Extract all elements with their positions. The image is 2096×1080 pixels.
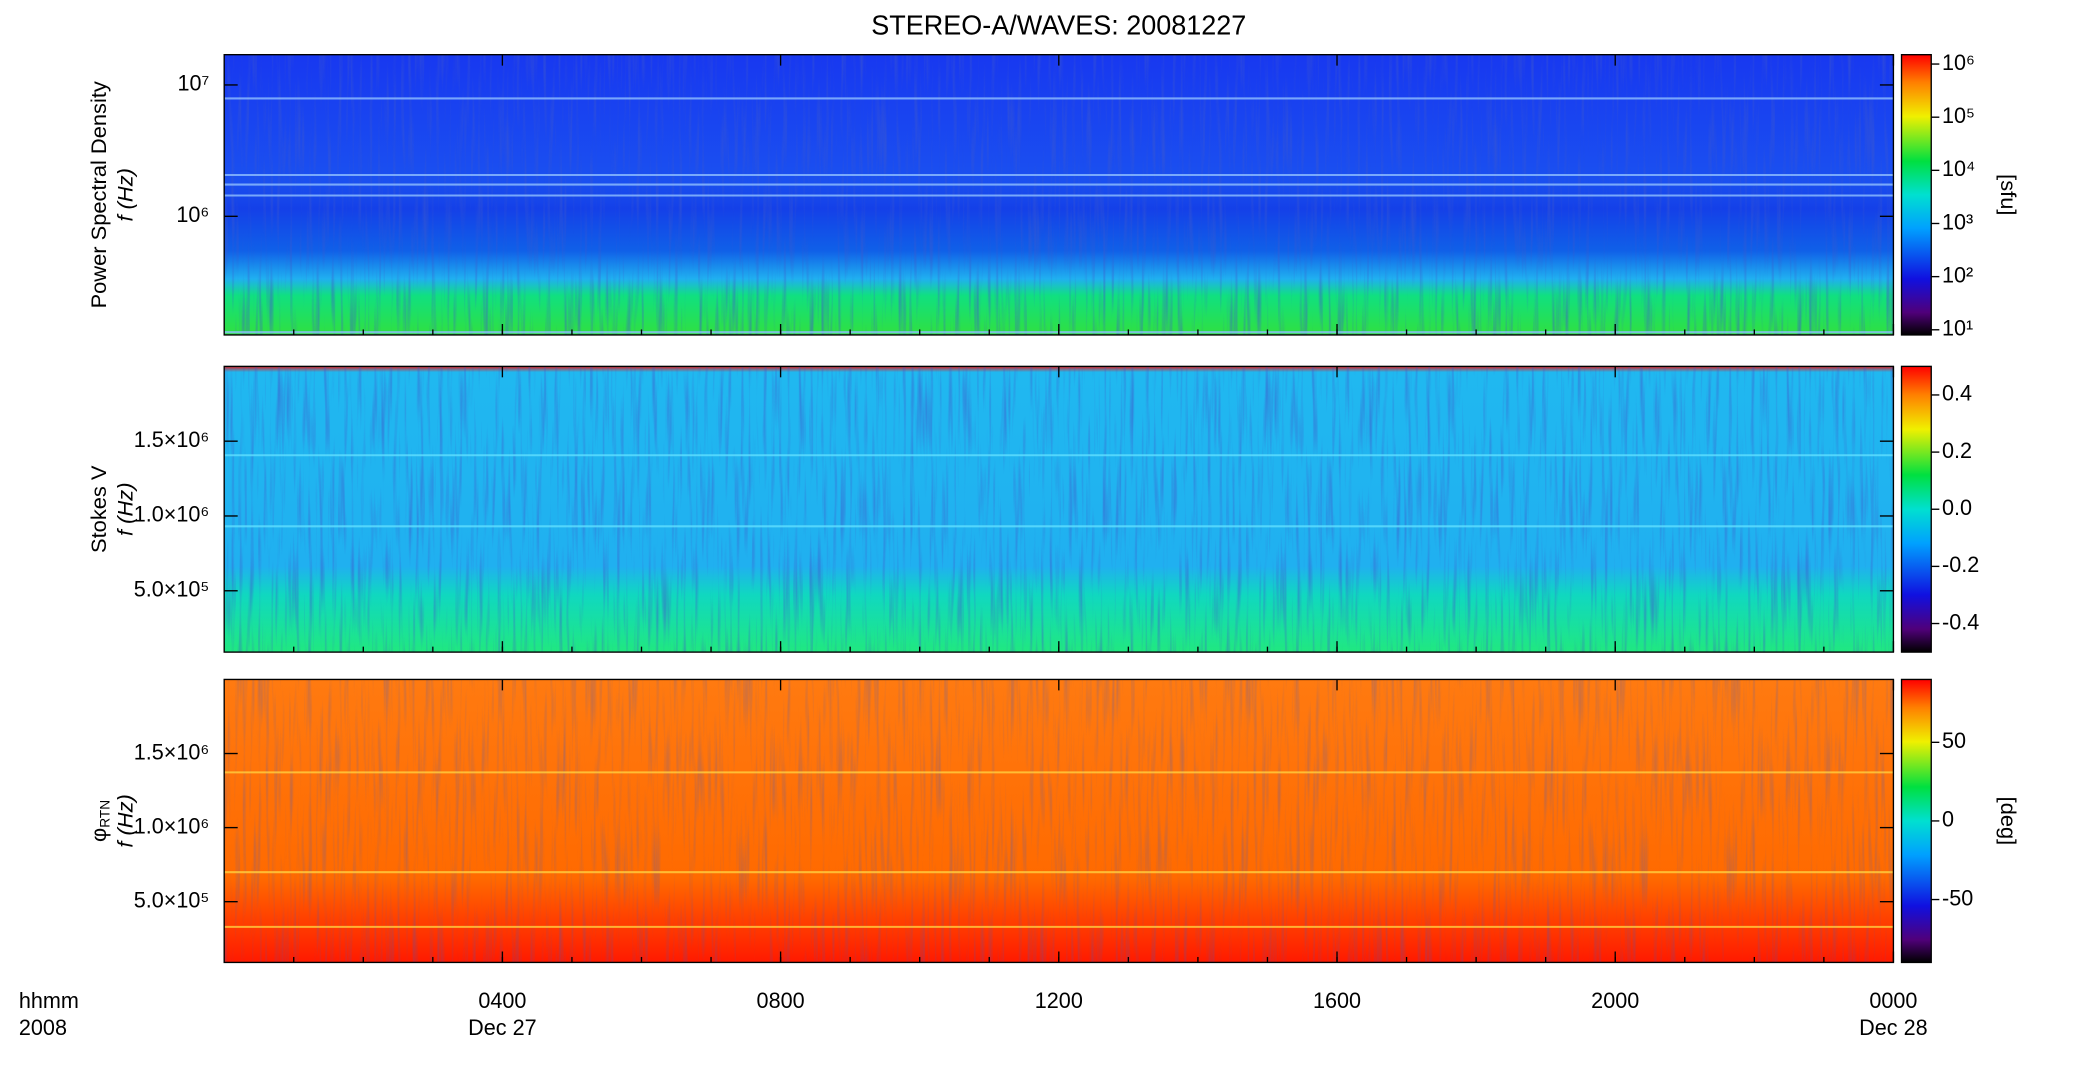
spectrogram-texture bbox=[224, 679, 1894, 963]
y-axis-label-2: f (Hz) bbox=[113, 794, 138, 847]
colorbar-tick-label: 0.0 bbox=[1942, 495, 1972, 520]
y-tick-label: 10⁷ bbox=[177, 71, 209, 96]
x-date-label: Dec 28 bbox=[1859, 1015, 1927, 1040]
x-tick-label: 1600 bbox=[1313, 988, 1361, 1013]
y-axis-label-text: φ bbox=[86, 828, 111, 842]
y-tick-label: 10⁶ bbox=[176, 202, 209, 227]
colorbar-tick-label: 10⁶ bbox=[1942, 50, 1975, 75]
y-axis-label: Power Spectral Density bbox=[86, 81, 111, 308]
x-tick-label: 0000 bbox=[1869, 988, 1917, 1013]
y-tick-label: 1.5×10⁶ bbox=[134, 739, 210, 764]
x-tick-label: 2000 bbox=[1591, 988, 1639, 1013]
y-axis-label-2: f (Hz) bbox=[113, 483, 138, 536]
y-axis-label: Stokes V bbox=[86, 465, 111, 553]
colorbar-tick-label: 0 bbox=[1942, 807, 1954, 832]
colorbar-label: [sfu] bbox=[1996, 174, 2021, 215]
colorbar-tick-label: 10⁵ bbox=[1942, 103, 1975, 128]
y-tick-label: 1.5×10⁶ bbox=[134, 427, 210, 452]
y-axis-label-subscript: RTN bbox=[97, 800, 112, 828]
spectrogram-texture bbox=[224, 366, 1894, 653]
colorbar-tick-label: 0.4 bbox=[1942, 381, 1972, 406]
colorbar-tick-label: 10² bbox=[1942, 262, 1973, 287]
colorbar-tick-label: -50 bbox=[1942, 885, 1973, 910]
colorbar bbox=[1900, 365, 1932, 653]
x-tick-label: 1200 bbox=[1035, 988, 1083, 1013]
colorbar-tick-label: -0.4 bbox=[1942, 609, 1979, 634]
y-axis-label-2: f (Hz) bbox=[113, 168, 138, 221]
x-unit-label: hhmm bbox=[19, 988, 79, 1013]
x-tick-label: 0800 bbox=[757, 988, 805, 1013]
y-tick-label: 5.0×10⁵ bbox=[134, 887, 210, 912]
colorbar bbox=[1900, 54, 1932, 336]
y-axis-label: φRTN bbox=[86, 800, 112, 842]
colorbar-tick-label: 10¹ bbox=[1942, 315, 1973, 340]
colorbar-tick-label: -0.2 bbox=[1942, 552, 1979, 577]
x-tick-label: 0400 bbox=[478, 988, 526, 1013]
x-year-label: 2008 bbox=[19, 1015, 67, 1040]
chart-title: STEREO-A/WAVES: 20081227 bbox=[871, 9, 1246, 40]
y-tick-label: 1.0×10⁶ bbox=[134, 813, 210, 838]
y-tick-label: 5.0×10⁵ bbox=[134, 576, 210, 601]
colorbar-tick-label: 50 bbox=[1942, 728, 1966, 753]
colorbar-tick-label: 10³ bbox=[1942, 209, 1973, 234]
colorbar-tick-label: 10⁴ bbox=[1942, 156, 1975, 181]
y-tick-label: 1.0×10⁶ bbox=[134, 502, 210, 527]
x-date-label: Dec 27 bbox=[468, 1015, 536, 1040]
y-axis-label-text: Stokes V bbox=[86, 465, 111, 553]
y-axis-label-text: Power Spectral Density bbox=[86, 81, 111, 308]
colorbar-label: [deg] bbox=[1996, 797, 2021, 846]
colorbar-tick-label: 0.2 bbox=[1942, 438, 1972, 463]
colorbar bbox=[1900, 678, 1932, 964]
